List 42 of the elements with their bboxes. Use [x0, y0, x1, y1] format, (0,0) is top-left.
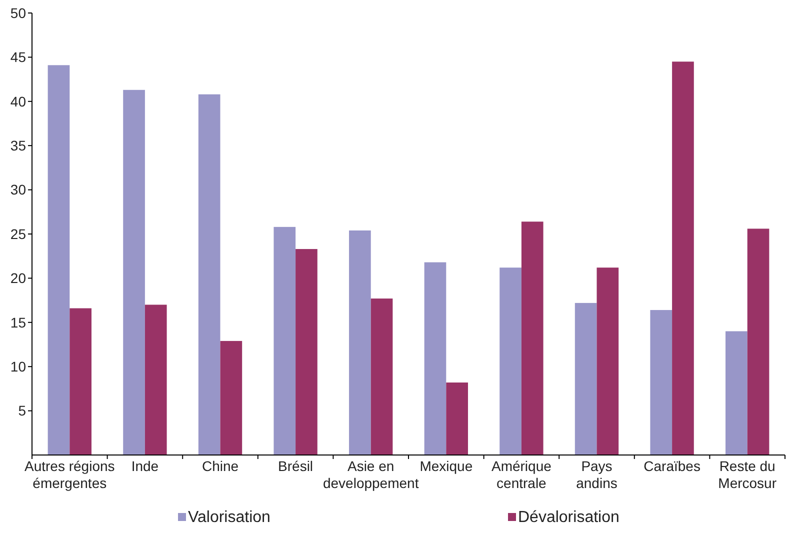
x-tick-label: Pays andins: [576, 458, 618, 491]
bar: [70, 308, 92, 455]
y-tick-label: 40: [10, 93, 26, 110]
x-tick-label: Chine: [202, 458, 239, 474]
bar: [274, 226, 296, 455]
bar: [672, 62, 694, 455]
bar: [349, 230, 371, 455]
bar: [521, 222, 544, 455]
bar: [596, 268, 619, 455]
x-tick-label: Amérique centrale: [491, 458, 552, 491]
x-tick-label: Asie en developpement: [322, 458, 419, 491]
legend-label: Dévalorisation: [518, 509, 620, 526]
bar: [370, 298, 393, 455]
y-tick-label: 10: [10, 358, 26, 374]
bar: [144, 304, 167, 455]
x-tick-label: Autres régions émergentes: [24, 458, 115, 491]
x-tick-label: Reste du Mercosur: [718, 458, 777, 491]
y-tick-label: 50: [10, 4, 26, 21]
bar: [446, 382, 468, 455]
x-tick-label: Inde: [131, 458, 159, 474]
y-tick-label: 15: [10, 314, 26, 330]
bar: [726, 331, 748, 455]
y-tick-label: 25: [10, 226, 26, 242]
bar: [123, 90, 145, 455]
bar: [296, 249, 318, 455]
legend-label: Valorisation: [188, 509, 270, 526]
bar: [574, 302, 597, 455]
bar: [48, 65, 70, 455]
y-tick-label: 35: [10, 138, 26, 154]
x-tick-label: Brésil: [278, 458, 314, 474]
y-tick-label: 20: [10, 270, 26, 286]
y-tick-label: 5: [18, 402, 26, 419]
bar: [198, 94, 220, 455]
x-tick-label: Mexique: [420, 458, 473, 474]
bar: [220, 340, 242, 455]
bar: [424, 262, 446, 455]
y-tick-label: 30: [10, 182, 26, 198]
bar: [747, 228, 770, 455]
x-tick-label: Caraïbes: [644, 458, 700, 474]
bar: [500, 268, 522, 455]
y-tick-label: 45: [10, 49, 26, 66]
bar: [650, 310, 672, 455]
